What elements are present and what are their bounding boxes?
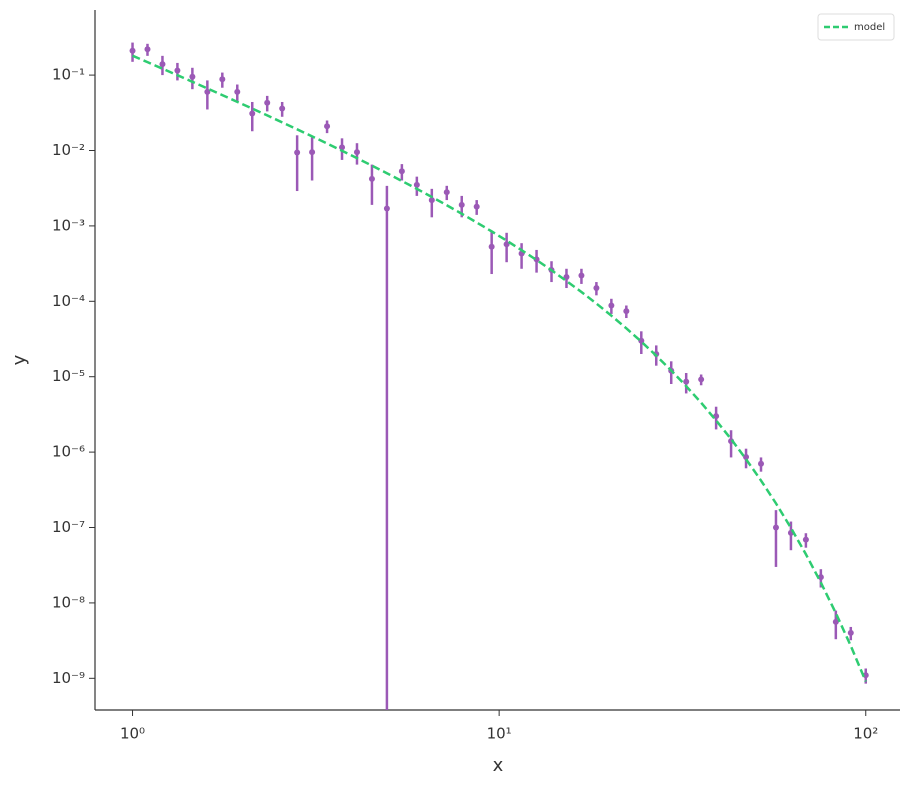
model-line xyxy=(132,54,867,682)
y-tick-label: 10⁻⁹ xyxy=(52,669,85,687)
y-tick-label: 10⁻⁴ xyxy=(52,292,85,310)
data-point xyxy=(234,88,241,95)
y-tick-label: 10⁻⁵ xyxy=(52,367,85,385)
data-point xyxy=(698,376,705,383)
data-point xyxy=(473,203,480,210)
data-point xyxy=(264,99,271,106)
data-point xyxy=(219,76,226,83)
data-point xyxy=(294,149,301,156)
y-tick-label: 10⁻⁷ xyxy=(52,518,85,536)
data-point xyxy=(772,524,779,531)
data-point xyxy=(144,46,151,53)
data-point xyxy=(817,574,824,581)
data-point xyxy=(578,272,585,279)
data-point xyxy=(443,189,450,196)
data-point xyxy=(339,144,346,151)
data-point xyxy=(309,149,316,156)
data-point xyxy=(743,454,750,461)
data-point xyxy=(398,168,405,175)
plot-area xyxy=(129,42,869,710)
data-point xyxy=(758,460,765,467)
data-point xyxy=(204,88,211,95)
data-point xyxy=(862,672,869,679)
data-point xyxy=(159,61,166,68)
data-point xyxy=(353,149,360,156)
y-axis-label: y xyxy=(9,354,30,365)
data-point xyxy=(249,110,256,117)
data-point xyxy=(608,302,615,309)
data-point xyxy=(683,378,690,385)
data-point xyxy=(623,308,630,315)
data-point xyxy=(428,197,435,204)
data-point xyxy=(189,73,196,80)
x-tick-label: 10⁰ xyxy=(120,725,145,743)
x-tick-label: 10¹ xyxy=(487,725,512,743)
x-tick-label: 10² xyxy=(853,725,878,743)
data-point xyxy=(802,536,809,543)
x-axis-label: x xyxy=(493,755,504,776)
data-point xyxy=(458,201,465,208)
y-tick-label: 10⁻¹ xyxy=(52,66,85,84)
data-point xyxy=(488,243,495,250)
y-tick-label: 10⁻⁸ xyxy=(52,593,85,611)
y-tick-label: 10⁻² xyxy=(52,141,85,159)
y-tick-label: 10⁻³ xyxy=(52,216,85,234)
data-point xyxy=(368,175,375,182)
data-point xyxy=(129,47,136,54)
data-point xyxy=(174,67,181,74)
legend-label: model xyxy=(854,22,885,33)
data-point xyxy=(593,285,600,292)
data-point xyxy=(413,181,420,188)
data-point xyxy=(383,205,390,212)
legend-box xyxy=(817,13,895,41)
y-tick-label: 10⁻⁶ xyxy=(52,443,85,461)
data-point xyxy=(279,105,286,112)
data-point xyxy=(847,629,854,636)
data-point xyxy=(832,618,839,625)
data-point xyxy=(324,123,331,130)
